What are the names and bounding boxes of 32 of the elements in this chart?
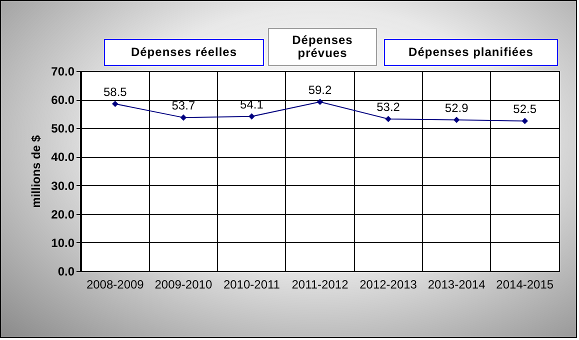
text: Dépenses prévues (268, 28, 377, 66)
point (453, 116, 460, 124)
x-tick-label: 2013-2014 (428, 278, 486, 292)
point (248, 113, 255, 120)
y-tick-label: 40.0 (51, 150, 75, 164)
x-tick-label: 2011-2012 (292, 278, 349, 292)
y-tick-label: 20.0 (51, 207, 75, 222)
y-tick-label: 50.0 (51, 122, 75, 136)
y-tick-label: 60.0 (51, 93, 75, 108)
y-tick-label: 70.0 (51, 64, 75, 78)
data-label: 52.9 (444, 100, 469, 115)
data-label: 53.7 (172, 98, 196, 113)
data-label: 52.5 (513, 102, 537, 116)
data-label: 58.5 (103, 84, 128, 99)
point (385, 116, 392, 122)
x-tick-label: 2014-2015 (496, 278, 554, 292)
x-tick-label: 2009-2010 (154, 278, 212, 292)
point (316, 98, 324, 106)
point (522, 118, 528, 124)
text: Dépenses réelles (104, 39, 264, 66)
point (112, 100, 118, 108)
text: Dépenses planifiées (384, 39, 558, 66)
point (180, 114, 187, 121)
x-tick-label: 2010-2011 (223, 278, 280, 292)
y-axis-title: millions de $ (29, 134, 44, 208)
y-tick-label: 0.0 (58, 264, 75, 278)
y-tick-label: 10.0 (51, 236, 75, 250)
x-tick-label: 2012-2013 (360, 278, 418, 292)
data-label: 53.2 (376, 100, 400, 114)
data-label: 59.2 (308, 82, 332, 97)
y-tick-label: 30.0 (51, 178, 75, 193)
x-tick-label: 2008-2009 (86, 278, 144, 292)
